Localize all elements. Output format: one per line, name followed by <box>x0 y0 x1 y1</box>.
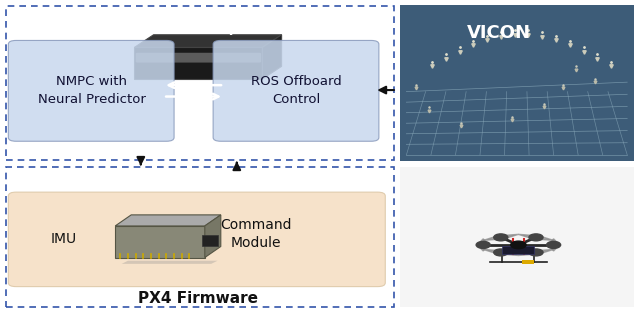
Text: ROS Offboard
Control: ROS Offboard Control <box>251 75 342 106</box>
Text: VICON: VICON <box>467 24 531 42</box>
Polygon shape <box>479 245 487 251</box>
Bar <box>6 6 394 160</box>
Polygon shape <box>262 35 282 79</box>
Polygon shape <box>134 35 282 47</box>
Polygon shape <box>115 226 205 258</box>
Polygon shape <box>501 234 518 237</box>
FancyBboxPatch shape <box>400 167 634 307</box>
Circle shape <box>529 234 543 241</box>
Polygon shape <box>115 215 221 226</box>
Polygon shape <box>500 252 518 255</box>
Polygon shape <box>518 234 536 237</box>
FancyBboxPatch shape <box>400 5 634 161</box>
FancyBboxPatch shape <box>8 192 385 287</box>
Text: Onboard Computer: Onboard Computer <box>127 22 269 35</box>
FancyBboxPatch shape <box>522 260 534 264</box>
Polygon shape <box>483 237 501 240</box>
FancyBboxPatch shape <box>213 40 379 141</box>
FancyBboxPatch shape <box>502 246 534 254</box>
FancyBboxPatch shape <box>136 53 261 63</box>
Polygon shape <box>536 237 554 240</box>
Circle shape <box>494 234 508 241</box>
Circle shape <box>547 241 561 248</box>
Circle shape <box>511 241 526 249</box>
FancyBboxPatch shape <box>8 40 174 141</box>
Polygon shape <box>205 215 221 258</box>
FancyBboxPatch shape <box>202 235 218 246</box>
Text: NMPC with
Neural Predictor: NMPC with Neural Predictor <box>38 75 145 106</box>
Polygon shape <box>518 252 536 255</box>
Polygon shape <box>483 249 500 252</box>
Circle shape <box>476 241 490 248</box>
Bar <box>6 167 394 307</box>
Text: IMU: IMU <box>51 232 77 246</box>
Polygon shape <box>122 261 218 264</box>
Polygon shape <box>536 249 554 252</box>
Polygon shape <box>479 239 487 245</box>
Circle shape <box>494 249 508 256</box>
Polygon shape <box>550 239 557 245</box>
Text: PX4 Firmware: PX4 Firmware <box>138 291 259 306</box>
Text: Command
Module: Command Module <box>220 218 292 250</box>
Circle shape <box>529 249 543 256</box>
Polygon shape <box>134 47 262 79</box>
Polygon shape <box>550 245 557 251</box>
